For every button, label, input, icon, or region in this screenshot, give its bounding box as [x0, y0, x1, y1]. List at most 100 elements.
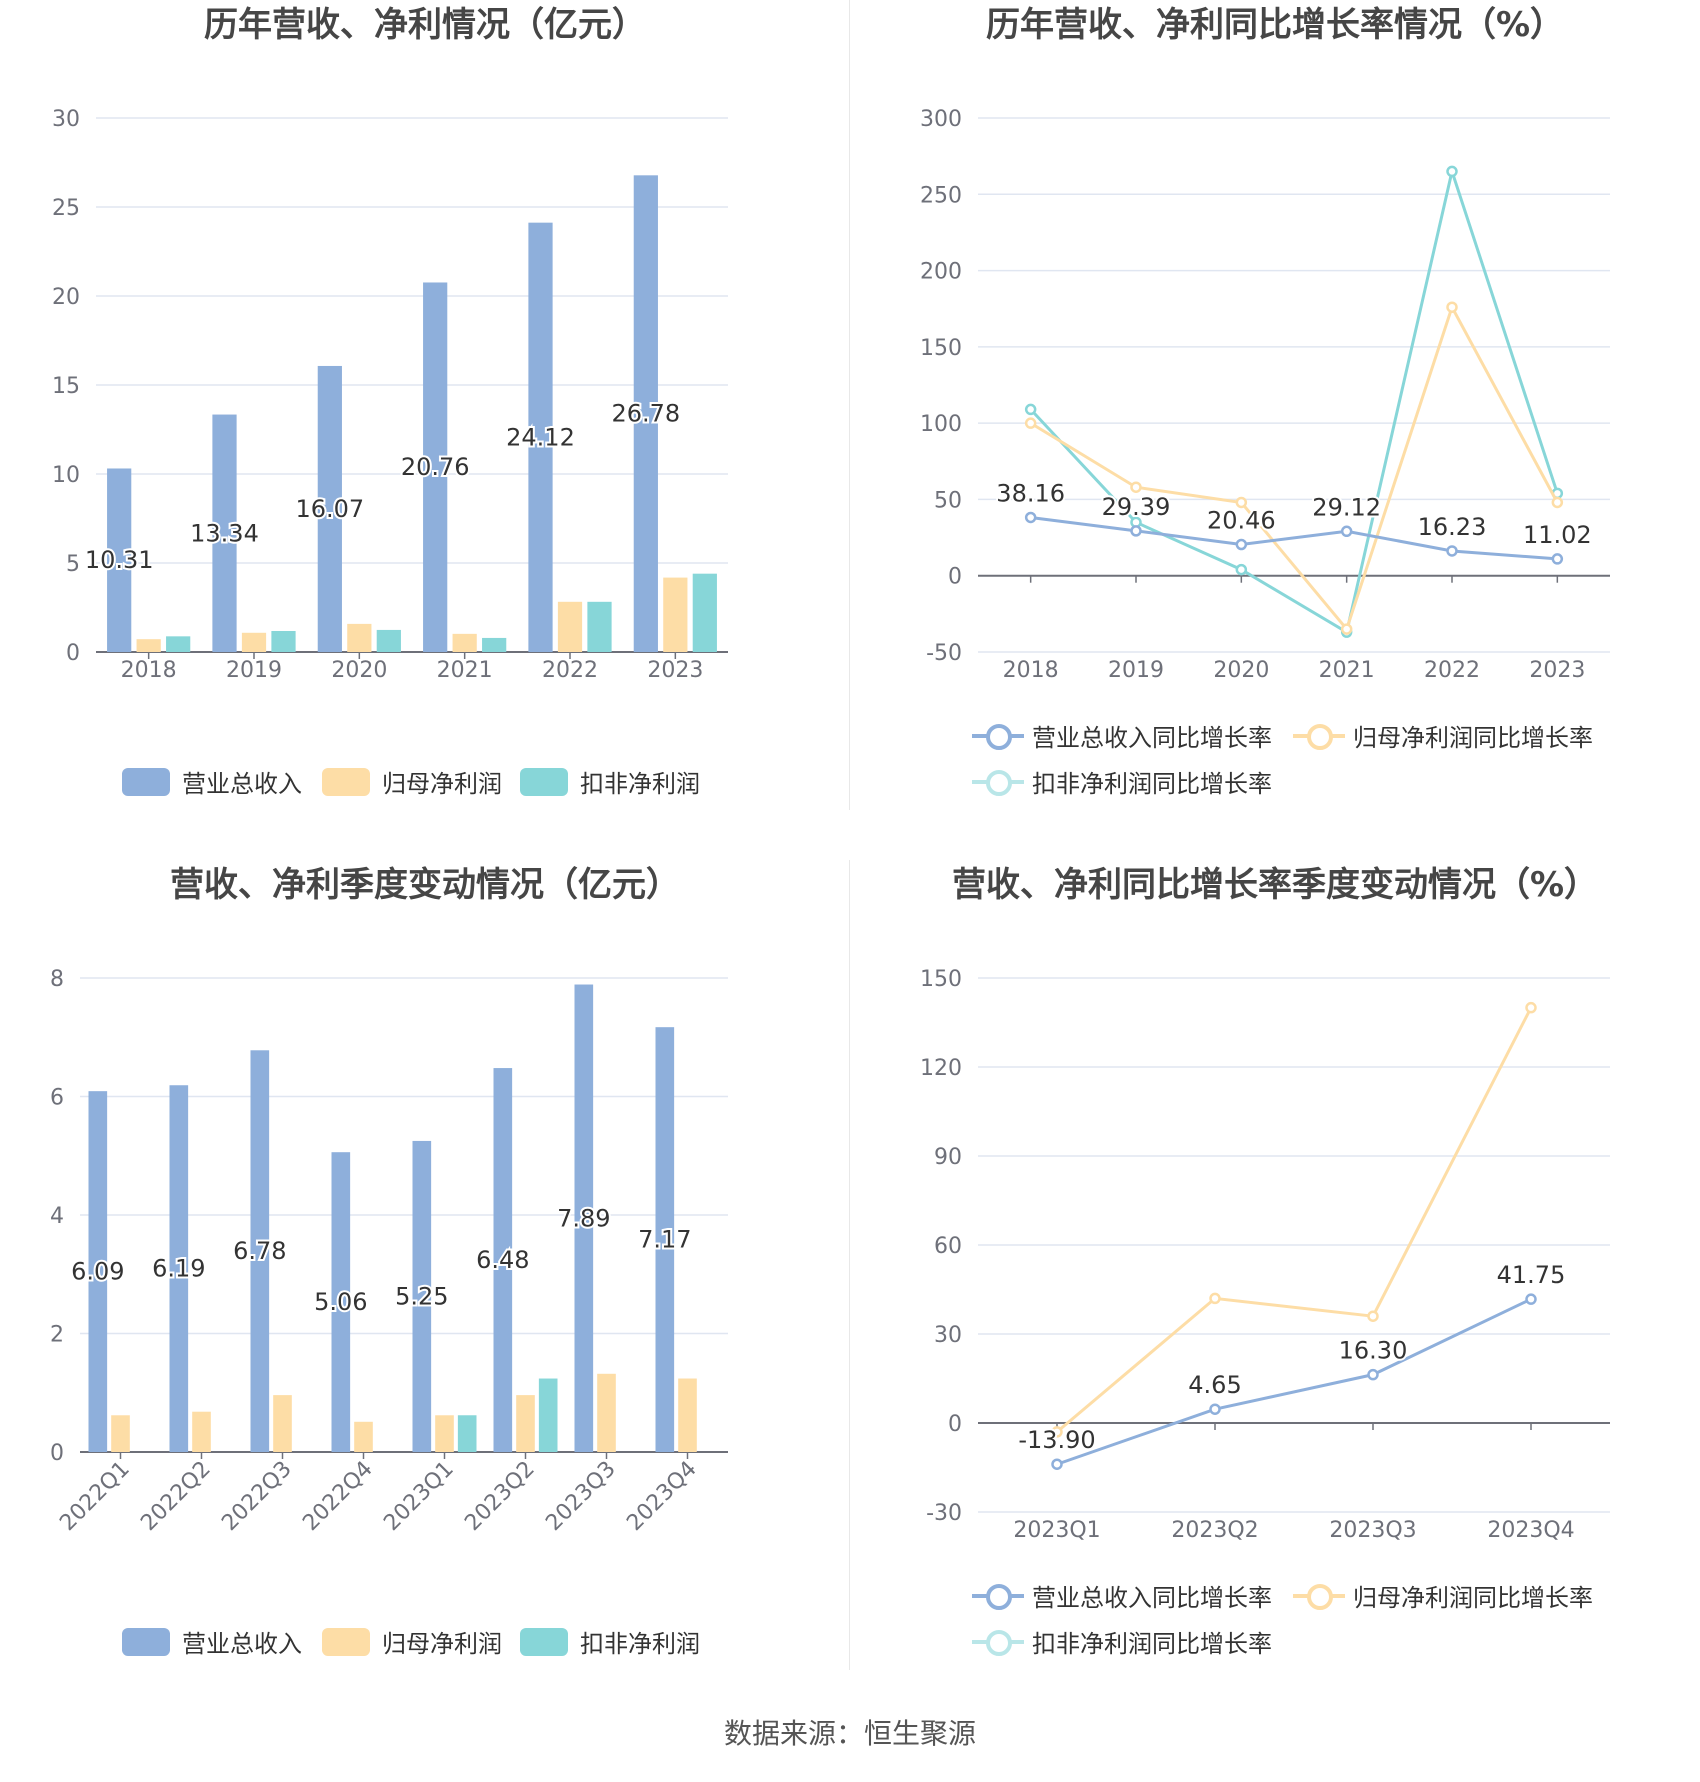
- point-net-profit-growth: [1367, 1310, 1379, 1322]
- annual-amount-title: 历年营收、净利情况（亿元）: [204, 5, 646, 45]
- bar-value-label: 5.25: [395, 1282, 448, 1310]
- y-tick-label: 30: [52, 107, 80, 132]
- legend-q-deducted-growth-label: 扣非净利润同比增长率: [1032, 1630, 1272, 1658]
- bar-value-label: 6.78: [233, 1237, 286, 1265]
- panel-divider-top: [849, 0, 850, 810]
- quarter-growth-panel: 营收、净利同比增长率季度变动情况（%） -30 0 30 60 90 120 150 2023…: [850, 860, 1700, 1720]
- y-tick-label: 15: [52, 374, 80, 399]
- x-tick-label: 2019: [226, 658, 282, 683]
- annual-growth-panel: 历年营收、净利同比增长率情况（%） -50 0 50 100 150 200 250 300 2…: [850, 0, 1700, 860]
- legend-net-profit[interactable]: 归母净利润: [322, 764, 502, 799]
- bar-net-profit: [111, 1415, 130, 1452]
- point-value-label: 11.02: [1523, 521, 1592, 549]
- x-tick-label: 2022Q2: [136, 1457, 215, 1536]
- legend-net-profit-swatch: [322, 767, 370, 796]
- point-net-profit-growth: [1340, 623, 1353, 635]
- bar-value-label: 10.31: [85, 546, 154, 574]
- bar-deducted-profit: [457, 1415, 477, 1452]
- bar-value-label: 26.78: [611, 400, 680, 428]
- point-value-label: 29.12: [1312, 493, 1381, 521]
- y-tick-label: -50: [926, 641, 962, 666]
- point-net-profit-growth: [1024, 417, 1037, 429]
- y-tick-label: 8: [50, 967, 64, 992]
- legend-deducted-growth-label: 扣非净利润同比增长率: [1032, 770, 1272, 798]
- x-tick-label: 2023Q1: [379, 1457, 458, 1536]
- point-deducted-growth: [1024, 403, 1037, 416]
- annual-growth-chart: -50 0 50 100 150 200 250 300 2018 2019 2020 2021 202…: [920, 107, 1610, 683]
- point-value-label: 29.39: [1102, 493, 1171, 521]
- legend-net-profit-growth-swatch: [1293, 722, 1345, 750]
- legend-q-net-profit-growth-swatch: [1293, 1582, 1345, 1610]
- legend-q-revenue[interactable]: 营业总收入: [122, 1624, 302, 1659]
- bar-deducted-profit: [271, 630, 296, 652]
- point-revenue-growth: [1367, 1368, 1379, 1381]
- y-tick-label: 250: [920, 183, 962, 208]
- x-tick-label: 2023Q2: [1171, 1518, 1258, 1543]
- y-tick-label: 50: [934, 488, 962, 513]
- x-tick-label: 2023Q4: [622, 1457, 701, 1536]
- point-revenue-growth: [1446, 545, 1458, 557]
- line-revenue-growth: [1030, 516, 1558, 561]
- bar-value-label: 5.06: [314, 1288, 367, 1316]
- quarter-growth-chart: -30 0 30 60 90 120 150 2023Q1 2023Q2 2023Q3 2023Q4…: [920, 967, 1610, 1543]
- legend-revenue-label: 营业总收入: [182, 770, 302, 798]
- y-tick-label: 150: [920, 336, 962, 361]
- legend-q-revenue-growth-label: 营业总收入同比增长率: [1032, 1584, 1272, 1612]
- point-revenue-growth: [1209, 1403, 1221, 1415]
- legend-q-net-profit-label: 归母净利润: [382, 1630, 502, 1658]
- annual-growth-title: 历年营收、净利同比增长率情况（%）: [985, 5, 1565, 45]
- bar-value-label: 6.19: [152, 1255, 205, 1283]
- point-deducted-growth: [1446, 165, 1458, 178]
- legend-deducted-profit[interactable]: 扣非净利润: [520, 764, 700, 799]
- bar-revenue: [423, 282, 448, 652]
- bar-net-profit: [663, 577, 688, 652]
- point-revenue-growth: [1340, 525, 1353, 538]
- x-tick-label: 2022Q1: [55, 1457, 134, 1536]
- bar-value-label: 20.76: [401, 453, 470, 481]
- legend-q-deducted-profit-label: 扣非净利润: [580, 1630, 700, 1658]
- point-net-profit-growth: [1446, 301, 1458, 313]
- x-tick-label: 2020: [1213, 658, 1269, 683]
- point-net-profit-growth: [1130, 481, 1142, 493]
- legend-q-net-profit-growth[interactable]: 归母净利润同比增长率: [1293, 1578, 1593, 1613]
- bar-deducted-profit: [166, 636, 191, 652]
- legend-q-net-profit[interactable]: 归母净利润: [322, 1624, 502, 1659]
- y-tick-label: 0: [948, 1412, 962, 1437]
- bar-net-profit: [273, 1395, 292, 1452]
- x-tick-label: 2023: [647, 658, 703, 683]
- bar-revenue: [212, 414, 237, 652]
- legend-net-profit-label: 归母净利润: [382, 770, 502, 798]
- point-value-label: -13.90: [1018, 1426, 1095, 1454]
- y-tick-label: 150: [920, 967, 962, 992]
- legend-revenue-growth[interactable]: 营业总收入同比增长率: [972, 718, 1272, 753]
- legend-q-revenue-growth[interactable]: 营业总收入同比增长率: [972, 1578, 1272, 1613]
- legend-revenue-growth-swatch: [972, 722, 1024, 750]
- bar-revenue: [633, 175, 658, 653]
- legend-q-deducted-growth[interactable]: 扣非净利润同比增长率: [972, 1624, 1272, 1659]
- bar-net-profit: [452, 633, 477, 652]
- point-value-label: 38.16: [996, 479, 1065, 507]
- legend-net-profit-growth[interactable]: 归母净利润同比增长率: [1293, 718, 1593, 753]
- quarter-growth-title: 营收、净利同比增长率季度变动情况（%）: [951, 865, 1599, 905]
- legend-q-deducted-profit-swatch: [520, 1627, 568, 1656]
- bar-value-label: 7.17: [638, 1226, 691, 1254]
- legend-revenue-growth-label: 营业总收入同比增长率: [1032, 724, 1272, 752]
- legend-deducted-growth[interactable]: 扣非净利润同比增长率: [972, 764, 1272, 799]
- bar-revenue: [412, 1140, 432, 1452]
- bar-value-label: 6.48: [476, 1246, 529, 1274]
- legend-revenue[interactable]: 营业总收入: [122, 764, 302, 799]
- bar-revenue: [655, 1027, 675, 1452]
- bar-revenue: [250, 1050, 270, 1452]
- x-tick-label: 2019: [1108, 658, 1164, 683]
- bar-net-profit: [354, 1421, 373, 1452]
- y-tick-label: 0: [50, 1441, 64, 1466]
- line-net-profit-growth: [1056, 1006, 1533, 1434]
- legend-revenue-swatch: [122, 767, 170, 796]
- bar-net-profit: [136, 639, 161, 652]
- legend-q-deducted-profit[interactable]: 扣非净利润: [520, 1624, 700, 1659]
- x-tick-label: 2023Q4: [1487, 1518, 1574, 1543]
- bar-net-profit: [435, 1415, 454, 1452]
- bar-revenue: [331, 1152, 351, 1452]
- annual-amount-panel: 历年营收、净利情况（亿元） 0 5 10 15 20 25 30 2018 2019 2020 20…: [0, 0, 850, 860]
